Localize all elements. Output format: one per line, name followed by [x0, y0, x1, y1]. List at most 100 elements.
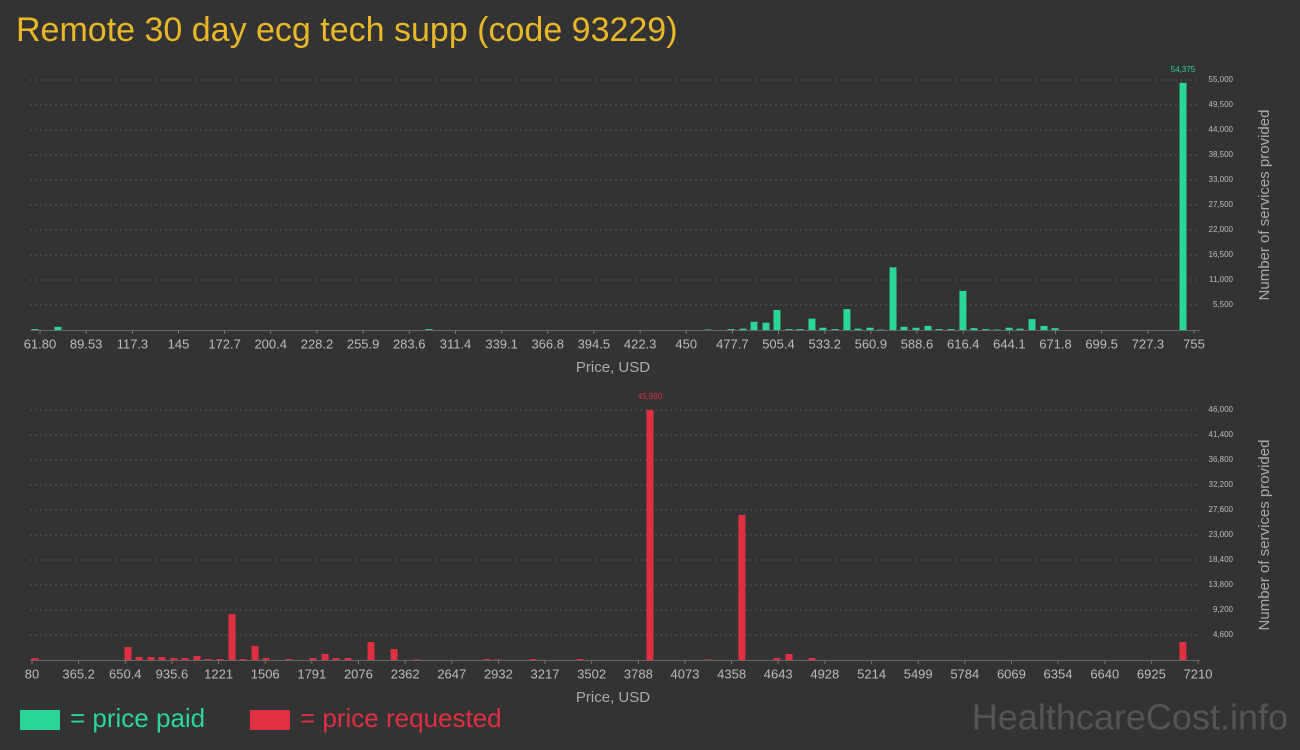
y-tick-label: 5,500: [1213, 300, 1234, 309]
y-tick-label: 44,000: [1209, 125, 1234, 134]
bar: [124, 646, 132, 660]
x-tick-label: 80: [25, 666, 39, 681]
bar: [935, 329, 943, 330]
y-tick-label: 11,000: [1209, 275, 1233, 284]
bar: [727, 329, 735, 330]
bar: [239, 659, 247, 660]
y-tick-label: 38,500: [1209, 150, 1234, 159]
bar: [181, 657, 189, 660]
legend-swatch: [20, 710, 60, 730]
bar: [831, 329, 839, 330]
x-tick-label: 644.1: [993, 336, 1026, 351]
bar: [900, 326, 908, 330]
bar: [216, 659, 224, 660]
x-tick-label: 588.6: [901, 336, 934, 351]
bar: [959, 290, 967, 330]
bar: [494, 659, 502, 660]
bar: [413, 659, 421, 660]
chart-title: Remote 30 day ecg tech supp (code 93229): [16, 11, 678, 49]
x-tick-label: 2076: [344, 666, 373, 681]
bar: [135, 657, 143, 660]
bar: [332, 657, 340, 660]
bar: [193, 655, 201, 660]
bar: [31, 657, 39, 660]
value-label: 45,990: [638, 392, 663, 401]
bar: [808, 657, 816, 660]
x-tick-label: 699.5: [1085, 336, 1118, 351]
x-tick-label: 2932: [484, 666, 513, 681]
y-tick-label: 18,400: [1209, 555, 1234, 564]
y-axis-label: Number of services provided: [1256, 440, 1273, 631]
bar: [773, 310, 781, 330]
y-tick-label: 9,200: [1213, 605, 1234, 614]
x-tick-label: 450: [675, 336, 697, 351]
x-tick-label: 1506: [251, 666, 280, 681]
x-tick-label: 311.4: [440, 336, 472, 351]
bar: [158, 657, 166, 660]
x-tick-label: 5214: [857, 666, 886, 681]
x-tick-label: 3502: [577, 666, 606, 681]
value-label: 54,375: [1171, 65, 1196, 74]
x-tick-label: 3217: [531, 666, 560, 681]
bar: [147, 657, 155, 660]
bar: [889, 267, 897, 330]
x-tick-label: 61.80: [24, 336, 57, 351]
legend-label: = price requested: [300, 703, 502, 733]
x-tick-label: 366.8: [531, 336, 564, 351]
x-tick-label: 727.3: [1132, 336, 1165, 351]
x-tick-label: 145: [168, 336, 190, 351]
bar: [866, 327, 874, 330]
bar: [529, 659, 537, 660]
bar: [285, 659, 293, 660]
x-tick-label: 935.6: [156, 666, 189, 681]
x-tick-label: 255.9: [347, 336, 380, 351]
bar: [1051, 328, 1059, 330]
x-tick-label: 755: [1183, 336, 1205, 351]
bar: [1179, 82, 1187, 330]
bar: [367, 642, 375, 660]
x-tick-label: 671.8: [1039, 336, 1072, 351]
y-tick-label: 23,000: [1209, 530, 1234, 539]
x-tick-label: 6354: [1044, 666, 1073, 681]
bar: [483, 659, 491, 660]
y-tick-label: 33,000: [1209, 175, 1234, 184]
bar: [947, 329, 955, 330]
bar: [739, 328, 747, 330]
x-tick-label: 365.2: [62, 666, 95, 681]
x-tick-label: 533.2: [808, 336, 841, 351]
x-tick-label: 422.3: [624, 336, 657, 351]
bar: [738, 514, 746, 660]
x-tick-label: 200.4: [254, 336, 287, 351]
bar: [390, 649, 398, 660]
y-tick-label: 27,600: [1209, 505, 1234, 514]
x-tick-label: 477.7: [716, 336, 749, 351]
bar: [170, 657, 178, 660]
y-tick-label: 16,500: [1209, 250, 1234, 259]
legend-swatch: [250, 710, 290, 730]
x-tick-label: 3788: [624, 666, 653, 681]
bar: [1028, 319, 1036, 330]
x-tick-label: 6640: [1090, 666, 1119, 681]
bar: [785, 654, 793, 660]
x-tick-label: 616.4: [947, 336, 980, 351]
bar: [970, 328, 978, 330]
bar: [321, 654, 329, 660]
bar: [819, 327, 827, 330]
bar: [1179, 642, 1187, 660]
x-tick-label: 6069: [997, 666, 1026, 681]
x-tick-label: 4643: [764, 666, 793, 681]
x-tick-label: 5784: [950, 666, 979, 681]
x-tick-label: 394.5: [578, 336, 611, 351]
y-tick-label: 22,000: [1209, 225, 1234, 234]
bar: [785, 329, 793, 330]
bar: [843, 309, 851, 330]
bar: [576, 659, 584, 660]
bar: [204, 659, 212, 660]
x-tick-label: 4073: [671, 666, 700, 681]
x-tick-label: 5499: [904, 666, 933, 681]
bar: [31, 329, 39, 330]
y-tick-label: 36,800: [1209, 455, 1234, 464]
y-tick-label: 55,000: [1209, 75, 1234, 84]
